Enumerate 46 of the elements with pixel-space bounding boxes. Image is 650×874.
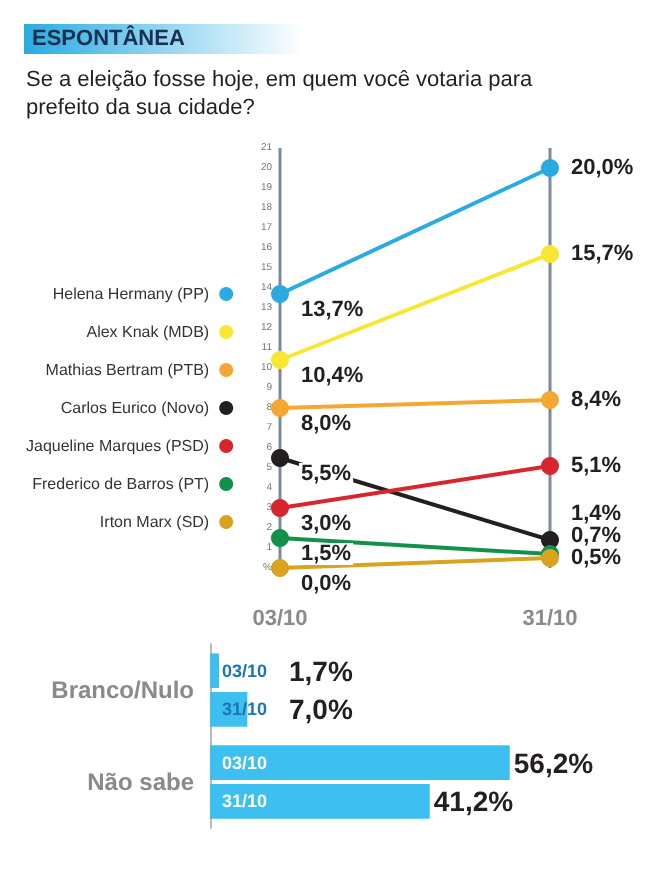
- text: 31/10: [222, 791, 268, 812]
- chart-subtitle: Se a eleição fosse hoje, em quem você votaria para prefeito da sua cidade?: [26, 68, 539, 120]
- bar: [210, 653, 220, 688]
- point: [271, 559, 289, 577]
- data-label: 41,2%: [433, 785, 515, 818]
- point: [271, 285, 289, 303]
- point: [271, 499, 289, 517]
- data-label: 1,7%: [289, 654, 354, 687]
- data-label: 3,0%: [301, 512, 352, 536]
- data-label: 0,5%: [571, 546, 622, 570]
- point: [541, 391, 559, 409]
- data-label: 8,4%: [571, 388, 622, 412]
- legend-label: Frederico de Barros (PT): [32, 475, 210, 493]
- legend-label: Irton Marx (SD): [99, 513, 210, 531]
- data-label: 1,5%: [301, 542, 352, 566]
- data-label: 0,7%: [571, 524, 622, 548]
- series-label: 03/10: [222, 660, 268, 681]
- data-label: 0,0%: [301, 572, 352, 596]
- legend-label: Mathias Bertram (PTB): [45, 361, 210, 379]
- data-label: 7,0%: [289, 693, 354, 726]
- legend-label: Carlos Eurico (Novo): [60, 399, 210, 417]
- bar: [210, 745, 510, 780]
- chart-title: ESPONTÂNEA: [32, 25, 185, 51]
- data-label: 1,4%: [571, 502, 622, 526]
- data-label: 56,2%: [513, 746, 595, 779]
- data-label: 5,1%: [571, 454, 622, 478]
- bar: [210, 784, 430, 819]
- point: [271, 351, 289, 369]
- point: [271, 529, 289, 547]
- text: 03/10: [222, 752, 268, 773]
- legend-label: Alex Knak (MDB): [86, 323, 210, 341]
- data-label: 13,7%: [301, 298, 364, 322]
- point: [541, 457, 559, 475]
- point: [541, 159, 559, 177]
- data-label: 15,7%: [571, 242, 634, 266]
- data-label: 5,5%: [301, 462, 352, 486]
- data-label: 8,0%: [301, 412, 352, 436]
- point: [541, 245, 559, 263]
- point: [271, 449, 289, 467]
- y-tick-label: Branco/Nulo: [51, 676, 194, 704]
- legend-label: Jaqueline Marques (PSD): [25, 437, 210, 455]
- data-label: 10,4%: [301, 364, 364, 388]
- point: [271, 399, 289, 417]
- legend-label: Helena Hermany (PP): [52, 285, 210, 303]
- data-label: 20,0%: [571, 156, 634, 180]
- y-tick-label: Não sabe: [87, 768, 195, 796]
